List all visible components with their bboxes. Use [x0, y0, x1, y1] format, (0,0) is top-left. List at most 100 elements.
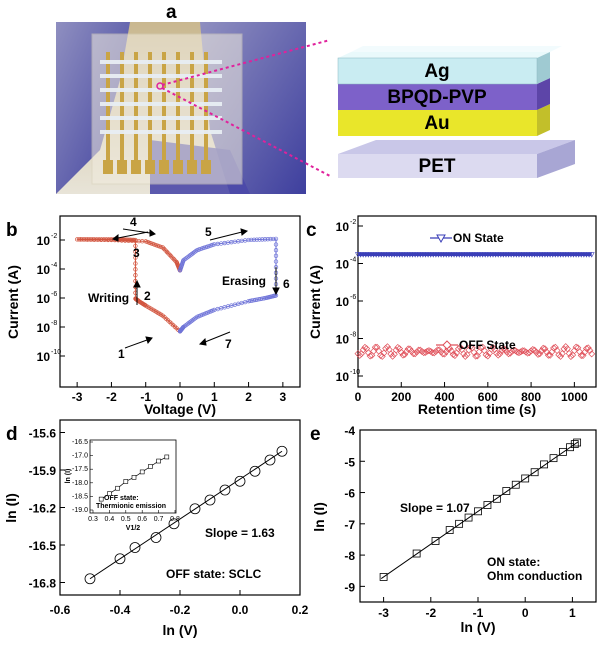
legend-off-label: OFF State: [459, 338, 516, 352]
off-state-point: [451, 351, 459, 359]
b-ytick-label: 10: [37, 234, 51, 248]
c-ytick-label: 10: [336, 220, 350, 234]
d-xtick-label: 0.0: [232, 603, 249, 617]
c-xtick-label: 800: [521, 390, 541, 404]
off-state-point: [536, 350, 544, 358]
c-xtick-label: 200: [391, 390, 411, 404]
inset-text-1: OFF state:: [104, 495, 139, 502]
off-state-point: [565, 350, 573, 358]
e-point: [464, 513, 473, 522]
off-state-point: [518, 347, 526, 355]
off-state-point: [520, 347, 528, 355]
b-ytick-label: 10: [37, 292, 51, 306]
off-state-point: [560, 345, 568, 353]
off-state-point: [461, 352, 469, 360]
off-state-point: [413, 348, 421, 356]
d-point: [114, 553, 126, 565]
inset-ylabel: ln (I): [65, 469, 72, 484]
b-ytick-exp: -4: [51, 262, 57, 269]
state-e-2: Ohm conduction: [487, 569, 582, 583]
off-state-point: [501, 346, 509, 354]
e-ytick-label: -7: [344, 518, 355, 532]
off-state-point: [434, 346, 442, 354]
off-state-point: [456, 343, 464, 351]
b-point: [273, 259, 279, 264]
b-point: [273, 253, 279, 258]
b-point: [273, 248, 279, 253]
off-state-point: [467, 343, 475, 351]
off-state-point: [499, 345, 507, 353]
off-state-point: [380, 349, 388, 357]
e-point: [431, 537, 440, 545]
b-ytick-label: 10: [37, 321, 51, 335]
off-state-point: [491, 346, 499, 354]
off-state-point: [534, 350, 542, 358]
plot-d-ylabel: ln (I): [3, 493, 19, 523]
e-point: [455, 519, 464, 528]
off-state-point: [527, 347, 535, 355]
inset-point: [164, 454, 170, 460]
e-xtick-label: -3: [378, 606, 389, 620]
off-state-point: [449, 350, 457, 358]
off-state-point: [531, 346, 539, 354]
e-point: [559, 447, 567, 456]
e-xtick-label: 0: [522, 606, 529, 620]
step-7: 7: [225, 337, 232, 351]
plot-c-ylabel: Current (A): [307, 265, 323, 339]
plot-d: ln (I) ln (V) -0.6 -0.4 -0.2 0.0 0.2 -15.6 -15…: [3, 419, 309, 638]
b-xtick-label: -1: [140, 390, 151, 404]
b-point: [257, 237, 262, 242]
panel-label-d: d: [6, 424, 18, 445]
e-point: [570, 440, 579, 448]
e-ytick-label: -9: [344, 580, 355, 594]
e-point: [379, 573, 388, 581]
off-state-point: [401, 351, 409, 359]
d-point: [168, 518, 180, 530]
e-point: [540, 460, 548, 469]
off-state-point: [472, 352, 480, 360]
panel-label-e: e: [310, 424, 321, 445]
d-point: [150, 532, 162, 543]
c-ytick-exp: -8: [350, 332, 356, 339]
e-fit-line: [380, 441, 579, 579]
b-xtick-label: 2: [245, 390, 252, 404]
b-ytick-exp: -10: [51, 349, 61, 356]
d-point: [249, 465, 261, 477]
e-ytick-label: -5: [344, 455, 355, 469]
off-state-point: [529, 345, 537, 353]
b-ytick-label: 10: [37, 263, 51, 277]
off-state-point: [442, 348, 450, 356]
inset-xtick-label: 0.5: [121, 516, 131, 523]
inset-xtick-label: 0.6: [137, 516, 147, 523]
c-xtick-label: 600: [478, 390, 498, 404]
b-xtick-label: 1: [211, 390, 218, 404]
d-point: [234, 475, 246, 487]
step-3: 3: [133, 246, 140, 260]
off-state-point: [425, 347, 433, 355]
c-ytick-label: 10: [336, 295, 350, 309]
off-state-point: [508, 347, 516, 355]
off-state-point: [428, 349, 436, 357]
off-state-point: [396, 345, 404, 353]
b-point: [268, 236, 273, 242]
d-point: [189, 503, 201, 515]
off-state-point: [383, 343, 391, 351]
off-state-point: [482, 351, 490, 359]
b-point: [254, 237, 259, 242]
b-xtick-label: -3: [72, 390, 83, 404]
inset-xtick-label: 0.4: [105, 516, 115, 523]
layer-label-bpqd: BPQD-PVP: [387, 87, 487, 108]
b-point: [249, 237, 254, 243]
e-point: [412, 549, 421, 558]
off-state-point: [543, 348, 551, 356]
d-xtick-label: 0.2: [292, 603, 309, 617]
off-state-point: [463, 351, 471, 359]
b-point: [133, 273, 138, 278]
d-point: [219, 484, 231, 496]
inset-ytick-label: -18.5: [72, 493, 88, 500]
layer-au: [338, 110, 537, 136]
step-arrows: [112, 228, 280, 349]
plot-e-xlabel: ln (V): [461, 619, 496, 635]
d-ytick-label: -15.6: [29, 427, 57, 441]
layer-label-pet: PET: [419, 156, 456, 177]
